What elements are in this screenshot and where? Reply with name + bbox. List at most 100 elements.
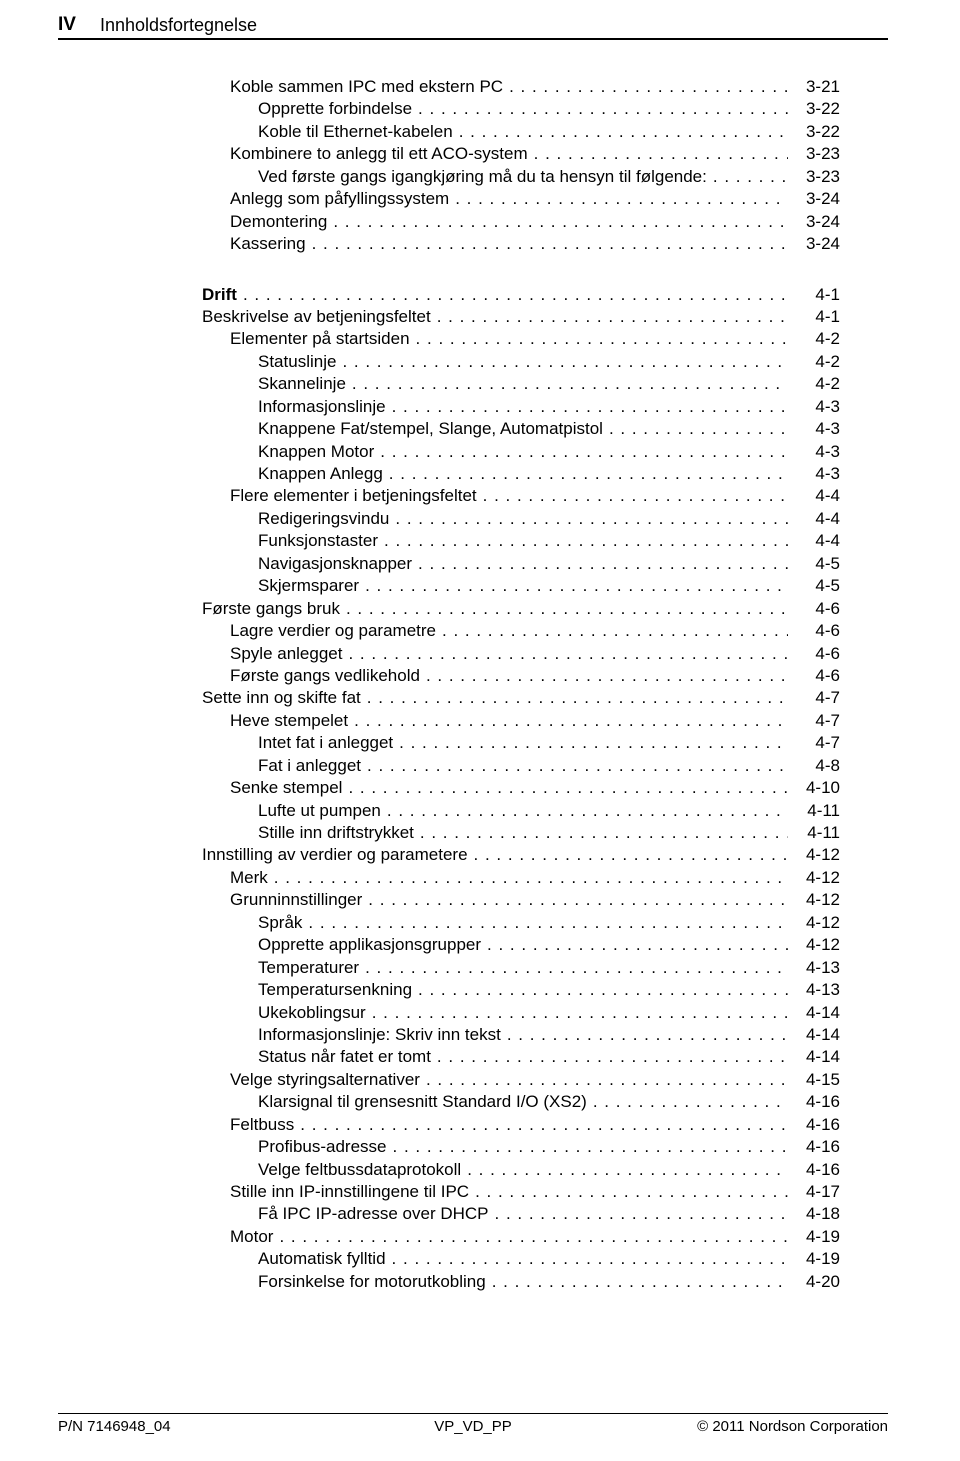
- toc-dots: [389, 463, 788, 485]
- toc-dots: [243, 284, 788, 306]
- toc-dots: [352, 373, 788, 395]
- toc-page: 3-22: [794, 98, 840, 120]
- toc-dots: [418, 979, 788, 1001]
- toc-label: Informasjonslinje: Skriv inn tekst: [258, 1024, 501, 1046]
- toc-page: 4-12: [794, 889, 840, 911]
- toc-dots: [467, 1159, 788, 1181]
- toc-label: Temperatursenkning: [258, 979, 412, 1001]
- toc-page: 3-23: [794, 143, 840, 165]
- toc-dots: [380, 441, 788, 463]
- toc-dots: [416, 328, 788, 350]
- toc-label: Første gangs vedlikehold: [230, 665, 420, 687]
- toc-label: Knappene Fat/stempel, Slange, Automatpis…: [258, 418, 603, 440]
- toc-page: 4-3: [794, 441, 840, 463]
- toc-page: 4-15: [794, 1069, 840, 1091]
- toc-label: Intet fat i anlegget: [258, 732, 393, 754]
- toc-label: Skannelinje: [258, 373, 346, 395]
- toc-page: 4-1: [794, 284, 840, 306]
- toc-row: Drift 4-1: [202, 284, 840, 306]
- toc-label: Innstilling av verdier og parametere: [202, 844, 468, 866]
- toc-row: Stille inn IP-innstillingene til IPC4-17: [202, 1181, 840, 1203]
- toc-page: 4-18: [794, 1203, 840, 1225]
- toc-dots: [274, 867, 788, 889]
- toc-row: Innstilling av verdier og parametere4-12: [202, 844, 840, 866]
- toc-label: Kassering: [230, 233, 306, 255]
- toc-label: Feltbuss: [230, 1114, 294, 1136]
- toc-dots: [420, 822, 788, 844]
- toc-row: Status når fatet er tomt4-14: [202, 1046, 840, 1068]
- toc-label: Beskrivelse av betjeningsfeltet: [202, 306, 431, 328]
- toc-label: Koble til Ethernet-kabelen: [258, 121, 453, 143]
- toc-row: Opprette forbindelse3-22: [202, 98, 840, 120]
- toc-page: 4-5: [794, 575, 840, 597]
- toc-dots: [426, 1069, 788, 1091]
- toc-label: Velge styringsalternativer: [230, 1069, 420, 1091]
- toc-dots: [392, 1248, 788, 1270]
- toc-row: Kombinere to anlegg til ett ACO-system3-…: [202, 143, 840, 165]
- footer-left: P/N 7146948_04: [58, 1418, 335, 1435]
- toc-row: Stille inn driftstrykket4-11: [202, 822, 840, 844]
- toc-dots: [437, 306, 788, 328]
- toc-row: Ved første gangs igangkjøring må du ta h…: [202, 166, 840, 188]
- header-title: Innholdsfortegnelse: [100, 15, 257, 36]
- toc-row: Klarsignal til grensesnitt Standard I/O …: [202, 1091, 840, 1113]
- toc-row: Forsinkelse for motorutkobling4-20: [202, 1271, 840, 1293]
- toc-row: Informasjonslinje: Skriv inn tekst 4-14: [202, 1024, 840, 1046]
- toc-page: 4-7: [794, 710, 840, 732]
- toc-page: 3-21: [794, 76, 840, 98]
- toc-dots: [455, 188, 788, 210]
- toc-label: Drift: [202, 284, 237, 306]
- toc-row: Beskrivelse av betjeningsfeltet4-1: [202, 306, 840, 328]
- toc-dots: [348, 643, 788, 665]
- toc-label: Klarsignal til grensesnitt Standard I/O …: [258, 1091, 587, 1113]
- toc-row: Redigeringsvindu4-4: [202, 508, 840, 530]
- toc-row: Kassering3-24: [202, 233, 840, 255]
- toc-page: 4-3: [794, 418, 840, 440]
- footer-row: P/N 7146948_04 VP_VD_PP © 2011 Nordson C…: [58, 1418, 888, 1435]
- toc-label: Språk: [258, 912, 302, 934]
- toc-page: 4-4: [794, 530, 840, 552]
- toc-row: Sette inn og skifte fat4-7: [202, 687, 840, 709]
- footer-right-text: 2011 Nordson Corporation: [712, 1418, 888, 1435]
- toc-dots: [483, 485, 788, 507]
- toc-page: 4-7: [794, 732, 840, 754]
- footer-right: © 2011 Nordson Corporation: [611, 1418, 888, 1435]
- toc-label: Koble sammen IPC med ekstern PC: [230, 76, 503, 98]
- page-number: IV: [58, 14, 76, 36]
- toc-dots: [593, 1091, 788, 1113]
- toc-dots: [372, 1002, 788, 1024]
- toc-dots: [426, 665, 788, 687]
- toc-label: Knappen Motor: [258, 441, 374, 463]
- toc-dots: [418, 553, 788, 575]
- toc-row: Språk 4-12: [202, 912, 840, 934]
- toc-row: Koble sammen IPC med ekstern PC 3-21: [202, 76, 840, 98]
- toc-label: Redigeringsvindu: [258, 508, 389, 530]
- toc-dots: [365, 575, 788, 597]
- toc-dots: [495, 1203, 788, 1225]
- toc-label: Temperaturer: [258, 957, 359, 979]
- toc-label: Lagre verdier og parametre: [230, 620, 436, 642]
- toc-page: 4-12: [794, 912, 840, 934]
- toc-page: 4-14: [794, 1024, 840, 1046]
- toc-row: Grunninnstillinger4-12: [202, 889, 840, 911]
- toc-page: 4-16: [794, 1091, 840, 1113]
- toc-page: 4-2: [794, 373, 840, 395]
- toc-dots: [713, 166, 788, 188]
- toc-row: Statuslinje4-2: [202, 351, 840, 373]
- toc-page: 4-10: [794, 777, 840, 799]
- toc-dots: [346, 598, 788, 620]
- toc-row: Lagre verdier og parametre4-6: [202, 620, 840, 642]
- toc-label: Sette inn og skifte fat: [202, 687, 361, 709]
- toc-dots: [418, 98, 788, 120]
- toc-page: 4-19: [794, 1248, 840, 1270]
- footer-mid: VP_VD_PP: [335, 1418, 612, 1435]
- toc-label: Velge feltbussdataprotokoll: [258, 1159, 461, 1181]
- toc-label: Ukekoblingsur: [258, 1002, 366, 1024]
- toc-block-2: Drift4-1Beskrivelse av betjeningsfeltet4…: [202, 284, 840, 1294]
- toc-row: Feltbuss4-16: [202, 1114, 840, 1136]
- toc-dots: [492, 1271, 788, 1293]
- table-of-contents: Koble sammen IPC med ekstern PC 3-21Oppre…: [0, 40, 960, 1293]
- toc-dots: [312, 233, 788, 255]
- toc-row: Spyle anlegget4-6: [202, 643, 840, 665]
- toc-row: Senke stempel4-10: [202, 777, 840, 799]
